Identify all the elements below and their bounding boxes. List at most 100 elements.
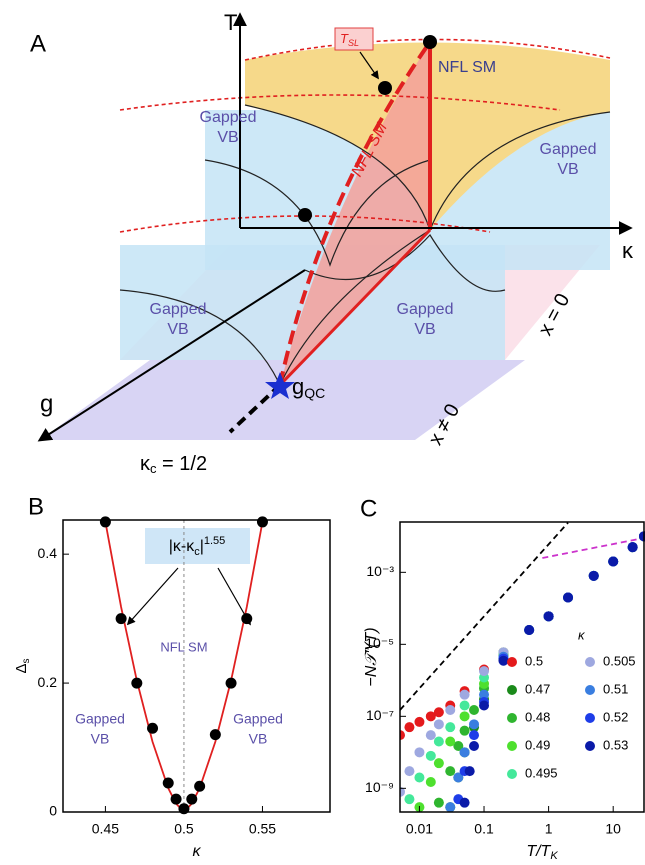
legend-marker [507,769,517,779]
annotation: NFL SM [160,639,207,654]
point [469,741,479,751]
point [628,542,638,552]
point [100,516,111,527]
y-axis-label-part: Δ [13,663,30,673]
point [460,726,470,736]
legend-marker [585,713,595,723]
y-axis-label-part: s [21,658,32,663]
point [465,766,475,776]
point [460,747,470,757]
x-tick-label: 10 [605,821,621,837]
legend-label: 0.51 [603,681,628,696]
legend-label: 0.48 [525,709,550,724]
qc-main: g [292,374,304,399]
point [414,747,424,757]
point [469,705,479,715]
y-tick-label: 0 [49,803,57,819]
point [434,758,444,768]
point [226,678,237,689]
point [414,717,424,727]
legend-title: κ [578,627,586,642]
point [378,81,392,95]
panel-a: A T κ g NFL SM NFL SM TSL gQC κc = 1/2 x… [30,10,634,477]
x-axis-label-part: K [550,850,558,862]
tsl-sub: SL [348,38,359,48]
gapped-region [120,245,305,360]
point [116,613,127,624]
point [434,798,444,808]
x-axis-label-part: T/T [526,843,551,860]
point [414,772,424,782]
point [524,625,534,635]
point [434,719,444,729]
x-tick-label: 0.1 [474,821,494,837]
figure: A T κ g NFL SM NFL SM TSL gQC κc = 1/2 x… [0,0,645,865]
gapped-label: Gapped [540,141,597,158]
x-tick-label: 0.45 [92,821,119,837]
legend-marker [585,741,595,751]
qc-sub: QC [304,385,325,401]
y-tick-label: 10⁻⁷ [366,707,394,723]
panel-label: B [28,493,44,520]
point [434,707,444,717]
legend-marker [507,713,517,723]
point [186,794,197,805]
point [131,678,142,689]
kappa-c-value: = 1/2 [157,453,208,475]
point [460,690,470,700]
point [445,766,455,776]
gapped-label: Gapped [150,301,207,318]
region-label: NFL SM [438,59,496,76]
point [426,751,436,761]
point [404,722,414,732]
fit-label-part: |κ-κ [169,538,195,555]
x-tick-label: 0.01 [406,821,433,837]
point [445,736,455,746]
legend-label: 0.495 [525,765,558,780]
annotation: Gapped [75,711,125,727]
point [426,777,436,787]
point [469,719,479,729]
y-tick-label: 10⁻⁹ [365,779,394,795]
legend-label: 0.5 [525,653,543,668]
point [460,711,470,721]
legend-marker [507,741,517,751]
gapped-label: VB [167,321,188,338]
x-tick-label: 0.55 [249,821,276,837]
gapped-label: Gapped [200,109,257,126]
point [423,35,437,49]
point [498,656,508,666]
y-axis-label: −N𝒯″(T) [363,627,380,686]
x-tick-label: 0.5 [174,821,194,837]
y-tick-label: 0.2 [38,674,58,690]
legend-label: 0.53 [603,737,628,752]
point [445,722,455,732]
gapped-label: VB [217,129,238,146]
gapped-label: Gapped [397,301,454,318]
point [544,611,554,621]
legend-marker [507,657,517,667]
annotation: VB [249,731,268,747]
legend-marker [585,657,595,667]
axis-label: T [224,10,237,35]
legend-label: 0.505 [603,653,636,668]
axis-label: κ [622,238,634,263]
point [469,730,479,740]
point [608,556,618,566]
x-axis-label: κ [193,843,202,860]
gapped-label: VB [557,161,578,178]
point [210,729,221,740]
point [589,571,599,581]
gapped-label: VB [414,321,435,338]
panel-label: C [360,495,377,522]
point [298,208,312,222]
panel-label: A [30,30,46,57]
point [434,736,444,746]
legend-marker [507,685,517,695]
y-tick-label: 0.4 [38,545,58,561]
point [563,592,573,602]
point [445,802,455,812]
annotation: VB [91,731,110,747]
point [460,798,470,808]
legend-marker [585,685,595,695]
